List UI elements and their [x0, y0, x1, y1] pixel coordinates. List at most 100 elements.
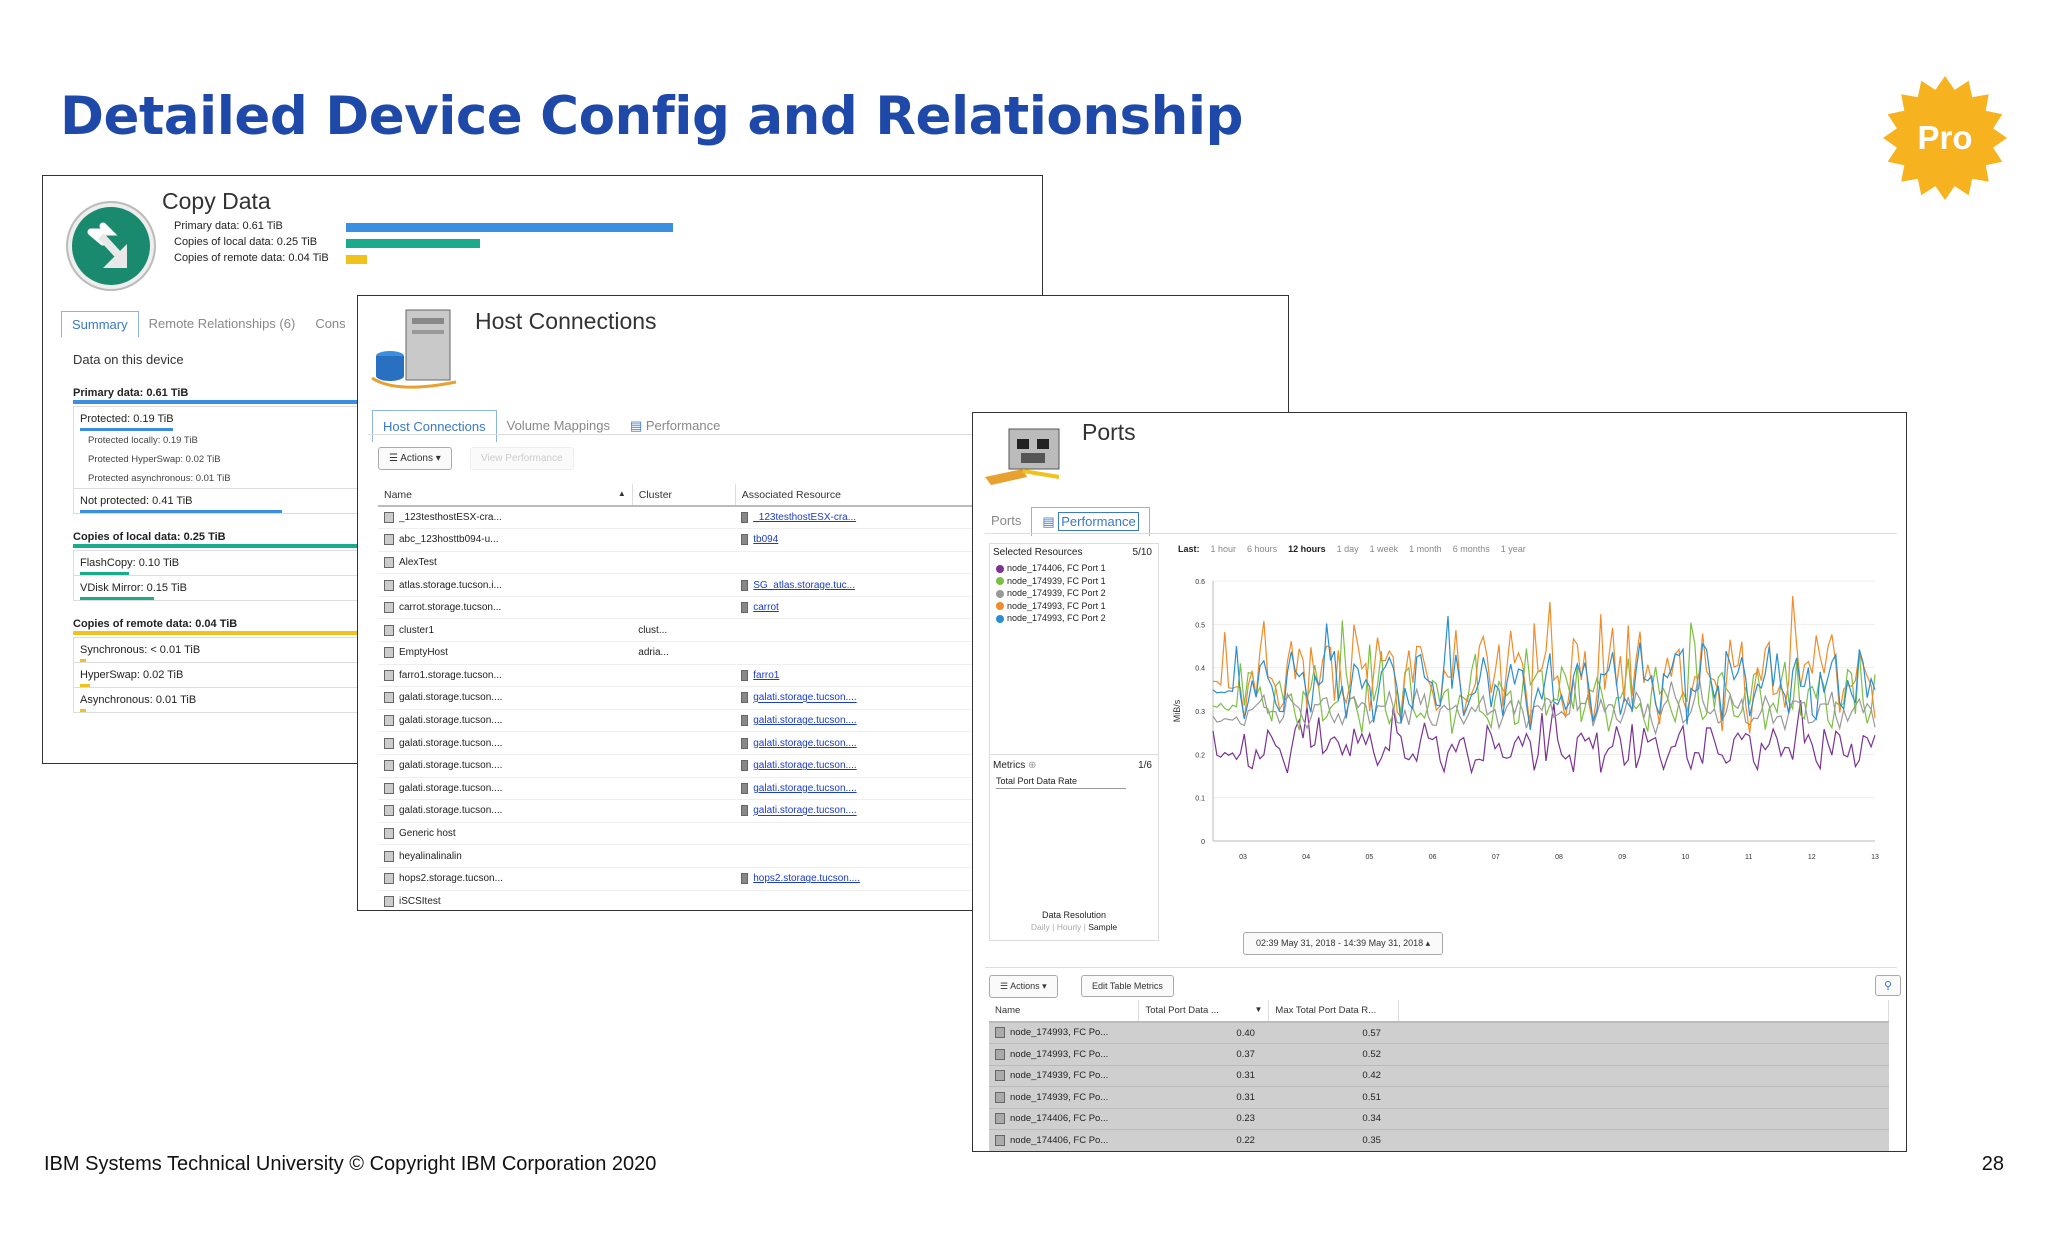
resource-link[interactable]: galati.storage.tucson....	[753, 737, 857, 749]
time-range-option[interactable]: 6 months	[1452, 544, 1490, 554]
actions-button[interactable]: ☰ Actions ▾	[378, 447, 452, 470]
data-resolution-label: Data Resolution	[1041, 910, 1107, 920]
table-row[interactable]: node_174939, FC Po... 0.31 0.51	[989, 1086, 1889, 1109]
host-icon	[384, 782, 394, 794]
host-icon	[384, 511, 394, 523]
tab-performance[interactable]: ▤ Performance	[629, 418, 721, 433]
resource-link[interactable]: carrot	[753, 602, 779, 614]
resource-link[interactable]: galati.storage.tucson....	[753, 782, 857, 794]
cell-text: 0.51	[1362, 1091, 1381, 1103]
metrics-label: Metrics ⊕	[993, 760, 1037, 771]
legend-label: Copies of remote data: 0.04 TiB	[174, 252, 329, 264]
list-icon: ☰	[389, 453, 401, 464]
time-range-option[interactable]: 1 week	[1369, 544, 1399, 554]
port-icon	[995, 1027, 1005, 1039]
tab-volume-mappings[interactable]: Volume Mappings	[506, 418, 610, 433]
edit-table-metrics-button[interactable]: Edit Table Metrics	[1081, 975, 1174, 997]
breakdown-item: Asynchronous: 0.01 TiB	[74, 687, 412, 712]
column-header[interactable]: Total Port Data ... ▼	[1138, 1000, 1270, 1023]
table-row[interactable]: node_174993, FC Po... 0.37 0.52	[989, 1043, 1889, 1066]
resolution-option[interactable]: Daily	[1030, 922, 1050, 932]
host-icon	[384, 873, 394, 885]
resource-link[interactable]: galati.storage.tucson....	[753, 692, 857, 704]
x-tick-label: 09	[1618, 854, 1626, 861]
tab-performance[interactable]: ▤ Performance	[1031, 507, 1150, 536]
group-items: FlashCopy: 0.10 TiB VDisk Mirror: 0.15 Ti…	[73, 550, 413, 601]
cell-text: 0.31	[1236, 1070, 1255, 1082]
resource-link[interactable]: hops2.storage.tucson....	[753, 873, 860, 885]
sub-item: Protected locally: 0.19 TiB	[88, 435, 198, 446]
breakdown-item: Synchronous: < 0.01 TiB	[74, 637, 412, 662]
resource-link[interactable]: galati.storage.tucson....	[753, 760, 857, 772]
series-line	[1212, 673, 1876, 736]
column-header[interactable]: Associated Resource	[735, 484, 994, 507]
tab-host-connections[interactable]: Host Connections	[372, 410, 497, 442]
cell-text: clust...	[638, 624, 668, 636]
cell-text: 0.42	[1362, 1070, 1381, 1082]
resolution-option[interactable]: Sample	[1088, 922, 1118, 932]
column-header[interactable]	[1398, 1000, 1889, 1023]
cell-text: node_174993, FC Po...	[1010, 1027, 1109, 1039]
time-range-option[interactable]: 1 day	[1336, 544, 1359, 554]
cell-text: node_174406, FC Po...	[1010, 1113, 1109, 1125]
series-color-dot	[996, 564, 1004, 573]
server-icon	[741, 782, 749, 794]
metric-item[interactable]: Total Port Data Rate	[996, 776, 1126, 789]
column-header[interactable]: Max Total Port Data R...	[1268, 1000, 1400, 1023]
server-icon	[741, 534, 749, 546]
legend-label: Primary data: 0.61 TiB	[174, 220, 283, 232]
time-range-option[interactable]: 1 hour	[1210, 544, 1237, 554]
sub-item: Protected asynchronous: 0.01 TiB	[88, 473, 231, 484]
resource-link[interactable]: galati.storage.tucson....	[753, 805, 857, 817]
view-performance-button[interactable]: View Performance	[470, 447, 574, 470]
tab-remote-relationships-6-[interactable]: Remote Relationships (6)	[148, 316, 296, 331]
time-range-option[interactable]: 1 month	[1409, 544, 1442, 554]
ports-actions-button[interactable]: ☰ Actions ▾	[989, 975, 1058, 998]
add-metric-icon[interactable]: ⊕	[1028, 760, 1037, 771]
resource-link[interactable]: SG_atlas.storage.tuc...	[753, 579, 855, 591]
cell-text: 0.23	[1236, 1113, 1255, 1125]
column-header[interactable]: Cluster	[632, 484, 736, 507]
resource-link[interactable]: tb094	[753, 534, 779, 546]
resource-item[interactable]: node_174993, FC Port 2	[996, 612, 1106, 625]
resource-item[interactable]: node_174406, FC Port 1	[996, 562, 1106, 575]
resource-item[interactable]: node_174939, FC Port 1	[996, 575, 1106, 588]
table-row[interactable]: node_174406, FC Po... 0.22 0.35	[989, 1129, 1889, 1151]
table-row[interactable]: node_174939, FC Po... 0.31 0.42	[989, 1065, 1889, 1087]
copy-data-tabs: Summary Remote Relationships (6) Cons	[61, 311, 356, 337]
pro-badge-label: Pro	[1917, 119, 1973, 156]
x-tick-label: 08	[1555, 854, 1563, 861]
server-icon	[741, 579, 749, 591]
tab-summary[interactable]: Summary	[61, 311, 139, 337]
column-header[interactable]: Name ▲	[378, 484, 633, 507]
host-icon	[384, 602, 394, 614]
series-color-dot	[996, 577, 1004, 586]
table-row[interactable]: node_174993, FC Po... 0.40 0.57	[989, 1022, 1889, 1044]
tab-ports[interactable]: Ports	[991, 513, 1022, 528]
server-icon	[741, 692, 749, 704]
host-name: _123testhostESX-cra...	[399, 512, 502, 524]
time-range-option[interactable]: 1 year	[1500, 544, 1526, 554]
cell-text: node_174939, FC Po...	[1010, 1070, 1109, 1082]
resource-link[interactable]: galati.storage.tucson....	[753, 715, 857, 727]
tab-cons[interactable]: Cons	[315, 316, 346, 331]
sort-ascending-icon[interactable]: ▲	[617, 488, 626, 498]
time-range-picker[interactable]: 02:39 May 31, 2018 - 14:39 May 31, 2018 …	[1243, 932, 1444, 955]
sort-descending-icon[interactable]: ▼	[1254, 1005, 1263, 1014]
copy-data-breakdown: Primary data: 0.61 TiB Protected: 0.19 Ti…	[73, 384, 413, 713]
resource-item[interactable]: node_174993, FC Port 1	[996, 600, 1106, 613]
series-color-dot	[996, 602, 1004, 611]
resource-link[interactable]: farro1	[753, 670, 780, 682]
cell-text: node_174406, FC Po...	[1010, 1134, 1109, 1146]
time-range-option[interactable]: 6 hours	[1247, 544, 1278, 554]
server-icon	[741, 873, 749, 885]
search-icon[interactable]: ⚲	[1875, 975, 1902, 996]
footer-copyright: IBM Systems Technical University © Copyr…	[44, 1153, 657, 1175]
resource-link[interactable]: _123testhostESX-cra...	[753, 512, 857, 524]
table-row[interactable]: node_174406, FC Po... 0.23 0.34	[989, 1108, 1889, 1130]
cell-text: node_174939, FC Po...	[1010, 1091, 1109, 1103]
resolution-option[interactable]: Hourly	[1056, 922, 1082, 932]
column-header[interactable]: Name	[989, 1000, 1140, 1023]
time-range-option[interactable]: 12 hours	[1288, 544, 1326, 554]
resource-item[interactable]: node_174939, FC Port 2	[996, 587, 1106, 600]
